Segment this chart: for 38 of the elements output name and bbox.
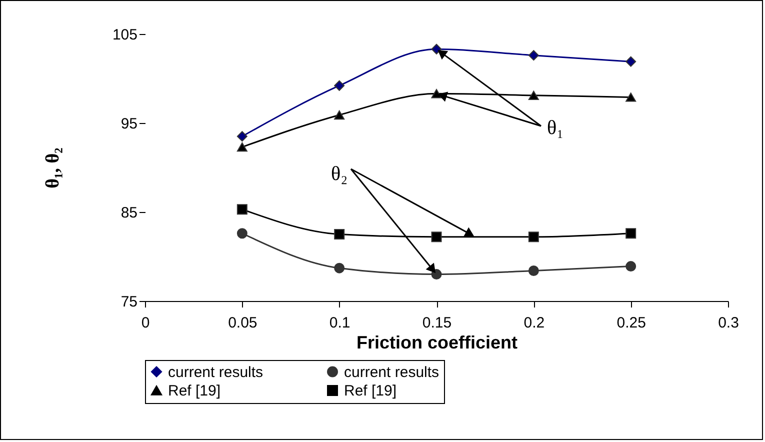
annotation: θ₁ (547, 117, 564, 139)
point (334, 80, 345, 91)
annotation: θ₂ (331, 163, 348, 185)
y-tick-label: 85 (120, 204, 138, 222)
point (334, 110, 345, 120)
point (431, 44, 442, 54)
legend-label: current results (168, 364, 264, 381)
point (528, 266, 539, 276)
y-tick-label: 95 (120, 116, 138, 132)
point (334, 262, 345, 274)
point (431, 269, 442, 280)
point (528, 232, 539, 242)
x-tick-label: 0.3 (718, 314, 739, 332)
x-tick-label: 0.1 (329, 314, 350, 332)
point (236, 131, 248, 142)
legend-label: current results (344, 364, 440, 381)
point (431, 232, 442, 242)
point (236, 228, 248, 239)
y-axis-title: θ₁, θ₂ (42, 147, 64, 188)
point (528, 90, 539, 100)
x-axis-title: Friction coefficient (356, 332, 518, 352)
point (626, 228, 636, 239)
y-tick-label: 75 (120, 294, 138, 310)
point (626, 92, 636, 102)
point (626, 261, 636, 272)
x-tick-label: 0.25 (616, 314, 646, 332)
point (236, 142, 248, 152)
point (334, 229, 345, 240)
x-tick-label: 0.2 (524, 314, 545, 332)
x-tick-label: 0.15 (422, 314, 452, 332)
x-tick-label: 0 (141, 314, 150, 332)
y-tick-label: 105 (112, 26, 138, 44)
point (236, 204, 248, 215)
legend-label: Ref [19] (168, 382, 221, 400)
point (528, 50, 539, 61)
legend-label: Ref [19] (344, 382, 397, 400)
point (626, 56, 636, 67)
x-tick-label: 0.05 (228, 314, 258, 332)
